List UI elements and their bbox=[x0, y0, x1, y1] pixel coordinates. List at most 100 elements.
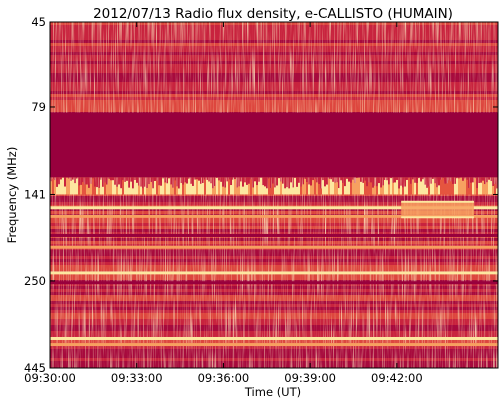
y-tick-label: 45 bbox=[31, 15, 46, 29]
emission-strip bbox=[430, 183, 432, 195]
emission-strip bbox=[334, 182, 336, 195]
emission-strip bbox=[232, 179, 234, 195]
emission-strip bbox=[460, 177, 462, 195]
emission-strip bbox=[122, 180, 124, 195]
emission-strip bbox=[184, 182, 186, 195]
emission-strip bbox=[198, 180, 200, 195]
emission-strip bbox=[170, 184, 172, 195]
emission-strip bbox=[320, 188, 322, 195]
emission-strip bbox=[476, 187, 478, 195]
emission-strip bbox=[178, 188, 180, 195]
emission-strip bbox=[370, 182, 372, 195]
y-tick-label: 141 bbox=[24, 187, 46, 201]
emission-strip bbox=[414, 182, 416, 195]
emission-strip bbox=[264, 186, 266, 195]
x-tick-label: 09:36:00 bbox=[198, 371, 250, 385]
emission-strip bbox=[412, 179, 414, 195]
emission-strip bbox=[336, 182, 338, 195]
emission-strip bbox=[360, 181, 362, 195]
emission-strip bbox=[152, 188, 154, 195]
y-axis: 45 79 141 250 445 bbox=[24, 15, 498, 375]
emission-strip bbox=[272, 183, 274, 195]
emission-strip bbox=[136, 182, 138, 195]
emission-strip bbox=[478, 182, 480, 195]
emission-strip bbox=[276, 185, 278, 195]
emission-strip bbox=[390, 178, 392, 195]
emission-strip bbox=[338, 188, 340, 195]
emission-strip bbox=[434, 183, 436, 195]
emission-strip bbox=[396, 179, 398, 195]
emission-strip bbox=[68, 178, 70, 195]
emission-strip bbox=[454, 183, 456, 195]
broadband-emission bbox=[50, 177, 498, 195]
emission-strip bbox=[418, 178, 420, 195]
emission-strip bbox=[466, 179, 468, 195]
emission-strip bbox=[280, 181, 282, 195]
emission-strip bbox=[188, 178, 190, 195]
emission-strip bbox=[490, 181, 492, 195]
emission-strip bbox=[86, 184, 88, 195]
interference-line bbox=[50, 233, 498, 237]
emission-strip bbox=[442, 177, 444, 195]
emission-strip bbox=[228, 179, 230, 195]
emission-strip bbox=[82, 182, 84, 195]
emission-strip bbox=[384, 179, 386, 195]
emission-strip bbox=[212, 188, 214, 195]
emission-strip bbox=[96, 187, 98, 195]
emission-strip bbox=[452, 183, 454, 195]
emission-strip bbox=[378, 183, 380, 195]
emission-strip bbox=[274, 187, 276, 195]
emission-strip bbox=[194, 179, 196, 195]
emission-strip bbox=[376, 186, 378, 195]
emission-strip bbox=[472, 182, 474, 195]
emission-strip bbox=[258, 181, 260, 195]
emission-strip bbox=[480, 182, 482, 195]
emission-strip bbox=[70, 180, 72, 195]
emission-strip bbox=[458, 178, 460, 195]
emission-strip bbox=[432, 178, 434, 195]
interference-line bbox=[50, 281, 498, 285]
emission-strip bbox=[356, 177, 358, 195]
emission-strip bbox=[60, 179, 62, 195]
emission-strip bbox=[118, 184, 120, 195]
emission-strip bbox=[156, 180, 158, 195]
saturated-band bbox=[50, 112, 498, 178]
emission-strip bbox=[352, 179, 354, 195]
emission-strip bbox=[286, 187, 288, 195]
emission-strip bbox=[54, 180, 56, 195]
emission-strip bbox=[328, 178, 330, 195]
emission-strip bbox=[256, 185, 258, 195]
plot-frame bbox=[49, 21, 499, 369]
emission-strip bbox=[66, 177, 68, 195]
emission-strip bbox=[172, 187, 174, 195]
emission-strip bbox=[400, 185, 402, 195]
plot-area bbox=[50, 22, 498, 368]
emission-strip bbox=[238, 186, 240, 195]
interference-line bbox=[50, 245, 498, 249]
emission-strip bbox=[474, 178, 476, 195]
emission-strip bbox=[462, 180, 464, 195]
emission-strip bbox=[350, 182, 352, 195]
emission-strip bbox=[354, 182, 356, 195]
emission-strip bbox=[436, 187, 438, 195]
emission-strip bbox=[310, 185, 312, 195]
emission-strip bbox=[242, 186, 244, 195]
x-tick-label: 09:42:00 bbox=[371, 371, 423, 385]
emission-strip bbox=[440, 179, 442, 195]
emission-strip bbox=[326, 184, 328, 195]
emission-strip bbox=[422, 179, 424, 195]
emission-strip bbox=[240, 181, 242, 195]
x-axis: 09:30:00 09:33:00 09:36:00 09:39:00 09:42:00 bbox=[24, 22, 423, 385]
emission-strip bbox=[98, 187, 100, 195]
emission-strip bbox=[468, 187, 470, 195]
emission-strip bbox=[206, 179, 208, 195]
emission-strip bbox=[428, 186, 430, 195]
emission-strip bbox=[464, 178, 466, 195]
emission-strip bbox=[266, 188, 268, 195]
emission-strip bbox=[402, 187, 404, 195]
emission-strip bbox=[388, 184, 390, 195]
y-axis-label: Frequency (MHz) bbox=[5, 147, 19, 244]
emission-strip bbox=[394, 182, 396, 195]
emission-strip bbox=[278, 178, 280, 195]
